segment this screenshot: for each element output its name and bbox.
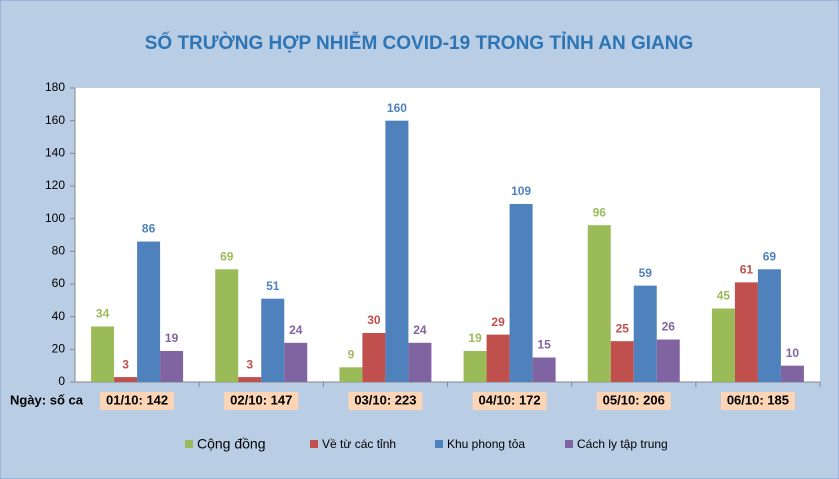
bar [509,203,533,382]
data-label: 69 [763,249,777,263]
bar [610,341,634,382]
data-label: 69 [220,249,234,263]
data-label: 9 [348,347,355,361]
data-label: 3 [246,357,253,371]
y-tick-label: 40 [52,309,66,323]
bar [486,334,510,382]
legend-marker [435,440,443,448]
bar [734,282,758,382]
x-tick-label: 05/10: 206 [603,392,665,407]
data-label: 25 [616,321,630,335]
data-label: 86 [142,222,156,236]
data-label: 19 [165,331,179,345]
bar [160,350,184,382]
category-label-bg [224,392,299,410]
bar [587,225,611,382]
bar [711,308,735,382]
data-label: 10 [786,346,800,360]
bar [656,339,680,382]
bar [114,377,138,382]
category-label-bg [720,392,795,410]
x-tick-label: 01/10: 142 [106,392,168,407]
legend-marker [185,440,193,448]
bar [385,120,409,383]
x-axis-label: Ngày: số ca [10,392,84,407]
bar [757,269,781,382]
data-label: 160 [387,101,407,115]
bar [261,298,285,382]
category-label-bg [472,392,547,410]
data-label: 29 [491,315,505,329]
y-tick-label: 100 [45,211,65,225]
bar [532,357,556,382]
bar [463,350,487,382]
legend-label: Khu phong tỏa [447,437,525,451]
bar [215,269,239,382]
y-tick-label: 160 [45,113,65,127]
category-label-bg [348,392,423,410]
bar [362,333,386,382]
x-tick-label: 04/10: 172 [478,392,540,407]
data-label: 30 [367,313,381,327]
y-tick-label: 140 [45,146,65,160]
y-tick-label: 80 [52,244,66,258]
category-label-bg [100,392,175,410]
plot-area [75,88,820,382]
x-tick-label: 02/10: 147 [230,392,292,407]
data-label: 26 [662,320,676,334]
data-label: 15 [537,338,551,352]
data-label: 51 [266,279,280,293]
y-tick-label: 120 [45,178,65,192]
legend-marker [565,440,573,448]
y-tick-label: 0 [58,374,65,388]
data-label: 109 [511,184,531,198]
bar [284,342,308,382]
bar [137,241,161,382]
data-label: 61 [740,263,754,277]
bar [91,326,115,382]
bar [780,365,804,382]
x-tick-label: 06/10: 185 [727,392,789,407]
x-tick-label: 03/10: 223 [354,392,416,407]
data-label: 24 [413,323,427,337]
data-label: 34 [96,307,110,321]
y-tick-label: 60 [52,276,66,290]
data-label: 59 [639,266,653,280]
data-label: 3 [122,357,129,371]
data-label: 24 [289,323,303,337]
legend-marker [310,440,318,448]
data-label: 45 [717,289,731,303]
bar [339,367,363,382]
bar [408,342,432,382]
data-label: 19 [468,331,482,345]
y-tick-label: 20 [52,342,66,356]
legend-label: Cộng đồng [197,436,266,452]
y-tick-label: 180 [45,80,65,94]
category-label-bg [596,392,671,410]
legend-label: Cách ly tập trung [577,437,668,451]
legend-label: Về từ các tỉnh [322,437,396,451]
data-label: 96 [593,205,607,219]
chart-title: SỐ TRƯỜNG HỢP NHIỄM COVID-19 TRONG TỈNH … [145,32,694,54]
bar [238,377,262,382]
bar [633,285,657,382]
